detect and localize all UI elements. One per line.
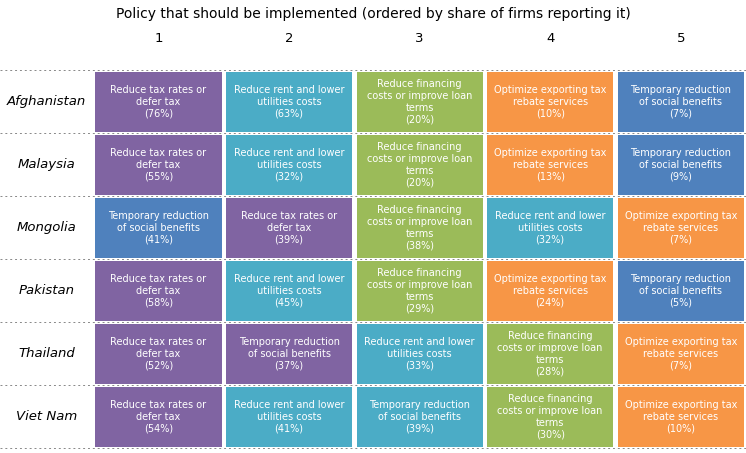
- Bar: [226, 387, 352, 447]
- Text: Temporary reduction
of social benefits
(9%): Temporary reduction of social benefits (…: [630, 148, 731, 182]
- Bar: [487, 72, 613, 132]
- Text: 1: 1: [154, 32, 163, 45]
- Text: Reduce rent and lower
utilities costs
(32%): Reduce rent and lower utilities costs (3…: [233, 148, 345, 182]
- Text: Temporary reduction
of social benefits
(39%): Temporary reduction of social benefits (…: [369, 400, 470, 434]
- Text: Reduce financing
costs or improve loan
terms
(38%): Reduce financing costs or improve loan t…: [367, 205, 472, 251]
- Text: Reduce financing
costs or improve loan
terms
(29%): Reduce financing costs or improve loan t…: [367, 268, 472, 314]
- Bar: [226, 72, 352, 132]
- Bar: [618, 324, 744, 384]
- Bar: [226, 135, 352, 195]
- Text: Optimize exporting tax
rebate services
(10%): Optimize exporting tax rebate services (…: [494, 85, 606, 119]
- Text: Reduce financing
costs or improve loan
terms
(20%): Reduce financing costs or improve loan t…: [367, 142, 472, 188]
- Bar: [357, 198, 483, 258]
- Text: Optimize exporting tax
rebate services
(7%): Optimize exporting tax rebate services (…: [624, 337, 737, 371]
- Text: Optimize exporting tax
rebate services
(13%): Optimize exporting tax rebate services (…: [494, 148, 606, 182]
- Text: Pakistan: Pakistan: [19, 284, 75, 297]
- Bar: [618, 198, 744, 258]
- Text: 2: 2: [285, 32, 293, 45]
- Text: Temporary reduction
of social benefits
(5%): Temporary reduction of social benefits (…: [630, 274, 731, 308]
- Text: Policy that should be implemented (ordered by share of firms reporting it): Policy that should be implemented (order…: [116, 7, 630, 21]
- Text: Reduce rent and lower
utilities costs
(33%): Reduce rent and lower utilities costs (3…: [364, 337, 475, 371]
- Text: Reduce rent and lower
utilities costs
(63%): Reduce rent and lower utilities costs (6…: [233, 85, 345, 119]
- Text: Mongolia: Mongolia: [16, 222, 77, 234]
- Text: Reduce tax rates or
defer tax
(54%): Reduce tax rates or defer tax (54%): [110, 400, 207, 434]
- Bar: [95, 198, 222, 258]
- Bar: [487, 387, 613, 447]
- Text: 5: 5: [677, 32, 685, 45]
- Bar: [95, 135, 222, 195]
- Text: Reduce tax rates or
defer tax
(52%): Reduce tax rates or defer tax (52%): [110, 337, 207, 371]
- Text: Optimize exporting tax
rebate services
(24%): Optimize exporting tax rebate services (…: [494, 274, 606, 308]
- Text: Afghanistan: Afghanistan: [7, 95, 87, 108]
- Bar: [95, 324, 222, 384]
- Text: Optimize exporting tax
rebate services
(7%): Optimize exporting tax rebate services (…: [624, 211, 737, 245]
- Text: Reduce tax rates or
defer tax
(39%): Reduce tax rates or defer tax (39%): [241, 211, 337, 245]
- Text: 4: 4: [546, 32, 554, 45]
- Bar: [95, 261, 222, 321]
- Bar: [357, 324, 483, 384]
- Bar: [487, 198, 613, 258]
- Text: Reduce financing
costs or improve loan
terms
(20%): Reduce financing costs or improve loan t…: [367, 79, 472, 125]
- Text: Temporary reduction
of social benefits
(7%): Temporary reduction of social benefits (…: [630, 85, 731, 119]
- Bar: [357, 135, 483, 195]
- Text: Malaysia: Malaysia: [18, 158, 75, 171]
- Text: Optimize exporting tax
rebate services
(10%): Optimize exporting tax rebate services (…: [624, 400, 737, 434]
- Text: Temporary reduction
of social benefits
(41%): Temporary reduction of social benefits (…: [108, 211, 209, 245]
- Text: Reduce tax rates or
defer tax
(76%): Reduce tax rates or defer tax (76%): [110, 85, 207, 119]
- Bar: [357, 261, 483, 321]
- Text: Reduce tax rates or
defer tax
(58%): Reduce tax rates or defer tax (58%): [110, 274, 207, 308]
- Bar: [226, 324, 352, 384]
- Bar: [357, 72, 483, 132]
- Text: Thailand: Thailand: [18, 347, 75, 361]
- Bar: [487, 324, 613, 384]
- Bar: [95, 72, 222, 132]
- Text: Reduce financing
costs or improve loan
terms
(30%): Reduce financing costs or improve loan t…: [498, 394, 603, 440]
- Text: Reduce financing
costs or improve loan
terms
(28%): Reduce financing costs or improve loan t…: [498, 331, 603, 377]
- Text: Temporary reduction
of social benefits
(37%): Temporary reduction of social benefits (…: [239, 337, 339, 371]
- Bar: [618, 72, 744, 132]
- Bar: [357, 387, 483, 447]
- Text: Reduce tax rates or
defer tax
(55%): Reduce tax rates or defer tax (55%): [110, 148, 207, 182]
- Text: Viet Nam: Viet Nam: [16, 410, 78, 424]
- Bar: [618, 387, 744, 447]
- Bar: [95, 387, 222, 447]
- Text: Reduce rent and lower
utilities costs
(45%): Reduce rent and lower utilities costs (4…: [233, 274, 345, 308]
- Text: Reduce rent and lower
utilities costs
(41%): Reduce rent and lower utilities costs (4…: [233, 400, 345, 434]
- Bar: [487, 135, 613, 195]
- Text: 3: 3: [416, 32, 424, 45]
- Bar: [226, 261, 352, 321]
- Bar: [487, 261, 613, 321]
- Text: Reduce rent and lower
utilities costs
(32%): Reduce rent and lower utilities costs (3…: [495, 211, 606, 245]
- Bar: [618, 135, 744, 195]
- Bar: [226, 198, 352, 258]
- Bar: [618, 261, 744, 321]
